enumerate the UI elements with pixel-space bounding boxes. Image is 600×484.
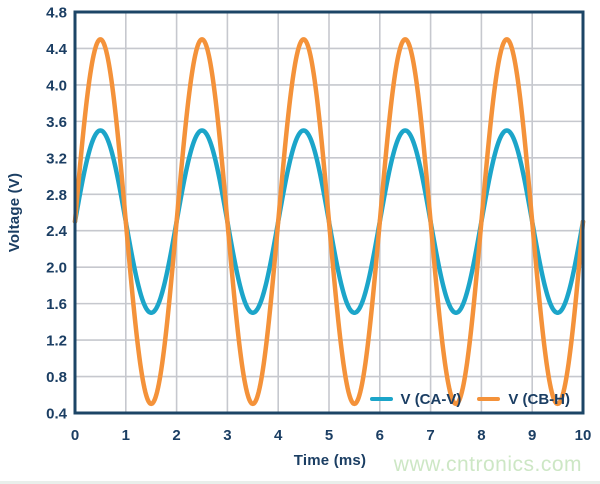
x-tick-label: 5 xyxy=(325,427,333,444)
series-curve-1 xyxy=(72,37,586,407)
y-tick-label: 4.0 xyxy=(46,77,67,94)
x-tick-label: 1 xyxy=(122,427,130,444)
watermark-text: www.cntronics.com xyxy=(393,453,582,476)
x-axis-title: Time (ms) xyxy=(293,452,367,469)
x-tick-label: 2 xyxy=(172,427,180,444)
y-tick-label: 2.4 xyxy=(46,223,68,240)
x-tick-label: 4 xyxy=(274,427,283,444)
y-tick-label: 4.4 xyxy=(46,41,68,58)
y-axis-title: Voltage (V) xyxy=(6,172,23,253)
legend-swatch-teal-icon xyxy=(369,396,393,402)
y-tick-label: 2.8 xyxy=(46,187,67,204)
x-tick-label: 7 xyxy=(426,427,434,444)
x-tick-label: 8 xyxy=(477,427,485,444)
x-tick-label: 3 xyxy=(223,427,231,444)
chart-legend: V (CA-V) V (CB-H) xyxy=(369,389,570,409)
legend-item-ca-v: V (CA-V) xyxy=(369,390,462,408)
y-tick-label: 3.2 xyxy=(46,150,67,167)
x-tick-label: 0 xyxy=(71,427,79,444)
y-tick-label: 4.8 xyxy=(46,5,67,22)
x-tick-label: 10 xyxy=(575,427,592,444)
y-tick-label: 3.6 xyxy=(46,114,67,131)
bottom-edge-strip xyxy=(0,481,600,484)
y-tick-label: 1.6 xyxy=(46,296,67,313)
legend-item-cb-h: V (CB-H) xyxy=(477,391,570,408)
y-tick-label: 2.0 xyxy=(46,260,67,277)
legend-label-ca-v: V (CA-V) xyxy=(400,390,462,408)
y-tick-label: 1.2 xyxy=(46,333,67,350)
y-tick-label: 0.8 xyxy=(46,369,67,386)
legend-swatch-orange-icon xyxy=(477,396,501,402)
plot-border xyxy=(73,10,585,415)
y-tick-label: 0.4 xyxy=(46,406,68,423)
x-tick-label: 6 xyxy=(376,427,384,444)
legend-label-cb-h: V (CB-H) xyxy=(508,390,570,408)
x-tick-label: 9 xyxy=(528,427,536,444)
